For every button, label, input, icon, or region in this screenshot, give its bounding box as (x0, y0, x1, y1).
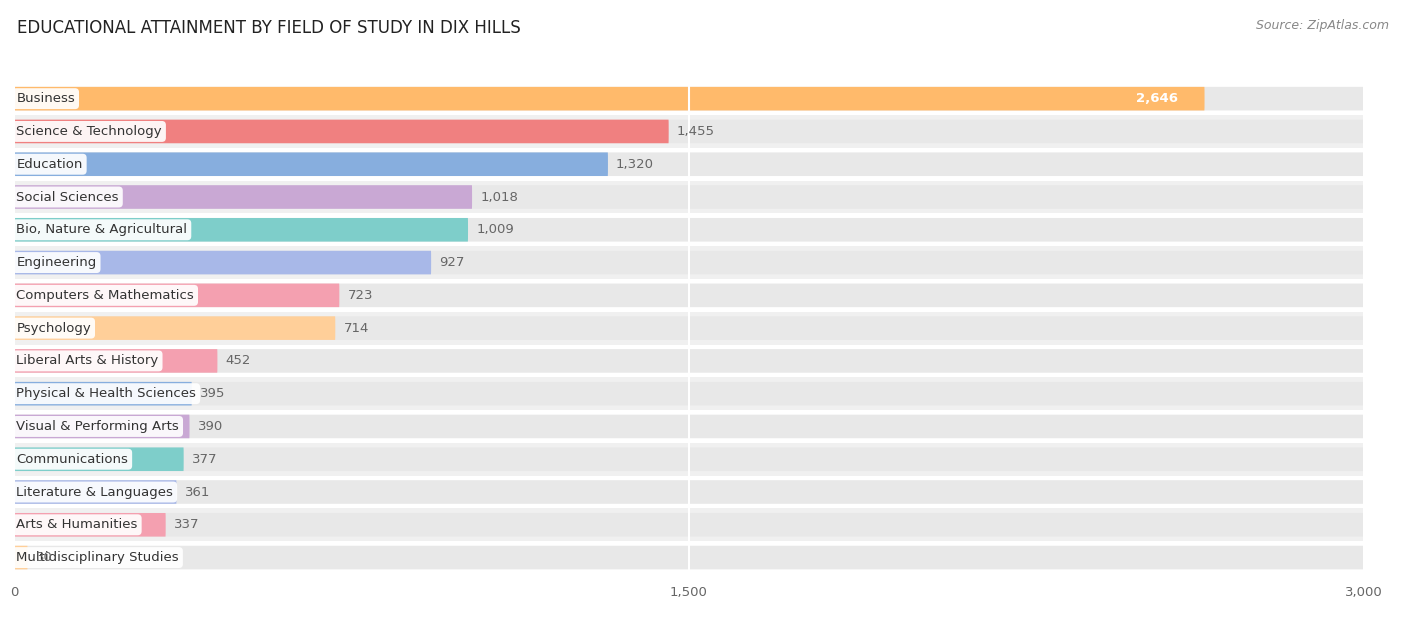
Text: 2,646: 2,646 (1136, 92, 1178, 105)
FancyBboxPatch shape (14, 377, 1364, 410)
Text: 452: 452 (225, 355, 250, 367)
Text: Literature & Languages: Literature & Languages (17, 485, 173, 498)
Text: 30: 30 (35, 551, 52, 564)
Text: 1,455: 1,455 (676, 125, 714, 138)
FancyBboxPatch shape (14, 180, 1364, 213)
FancyBboxPatch shape (14, 382, 1364, 406)
Text: 377: 377 (191, 452, 218, 466)
FancyBboxPatch shape (14, 415, 190, 439)
Text: Science & Technology: Science & Technology (17, 125, 162, 138)
FancyBboxPatch shape (14, 349, 218, 373)
Text: Bio, Nature & Agricultural: Bio, Nature & Agricultural (17, 223, 187, 236)
Text: 1,320: 1,320 (616, 158, 654, 171)
FancyBboxPatch shape (14, 349, 1364, 373)
Text: 390: 390 (198, 420, 224, 433)
Text: Engineering: Engineering (17, 256, 97, 269)
Text: Communications: Communications (17, 452, 128, 466)
Text: 361: 361 (184, 485, 209, 498)
Text: Physical & Health Sciences: Physical & Health Sciences (17, 387, 197, 400)
FancyBboxPatch shape (14, 186, 472, 209)
Text: Multidisciplinary Studies: Multidisciplinary Studies (17, 551, 179, 564)
FancyBboxPatch shape (14, 316, 1364, 340)
FancyBboxPatch shape (14, 447, 1364, 471)
Text: EDUCATIONAL ATTAINMENT BY FIELD OF STUDY IN DIX HILLS: EDUCATIONAL ATTAINMENT BY FIELD OF STUDY… (17, 19, 520, 37)
Text: Source: ZipAtlas.com: Source: ZipAtlas.com (1256, 19, 1389, 32)
FancyBboxPatch shape (14, 382, 191, 406)
FancyBboxPatch shape (14, 246, 1364, 279)
FancyBboxPatch shape (14, 345, 1364, 377)
Text: 714: 714 (343, 322, 368, 334)
FancyBboxPatch shape (14, 115, 1364, 148)
Text: Arts & Humanities: Arts & Humanities (17, 518, 138, 531)
Text: 1,009: 1,009 (477, 223, 513, 236)
FancyBboxPatch shape (14, 541, 1364, 574)
FancyBboxPatch shape (14, 251, 432, 274)
FancyBboxPatch shape (14, 546, 28, 569)
FancyBboxPatch shape (14, 213, 1364, 246)
FancyBboxPatch shape (14, 316, 335, 340)
Text: Psychology: Psychology (17, 322, 91, 334)
FancyBboxPatch shape (14, 283, 1364, 307)
FancyBboxPatch shape (14, 410, 1364, 443)
Text: Business: Business (17, 92, 75, 105)
FancyBboxPatch shape (14, 509, 1364, 541)
Text: Visual & Performing Arts: Visual & Performing Arts (17, 420, 179, 433)
Text: 1,018: 1,018 (481, 191, 517, 204)
FancyBboxPatch shape (14, 148, 1364, 180)
Text: Computers & Mathematics: Computers & Mathematics (17, 289, 194, 302)
FancyBboxPatch shape (14, 513, 1364, 536)
Text: 395: 395 (200, 387, 225, 400)
Text: Education: Education (17, 158, 83, 171)
FancyBboxPatch shape (14, 120, 669, 143)
FancyBboxPatch shape (14, 251, 1364, 274)
FancyBboxPatch shape (14, 218, 1364, 242)
Text: 337: 337 (174, 518, 200, 531)
FancyBboxPatch shape (14, 186, 1364, 209)
FancyBboxPatch shape (14, 87, 1205, 110)
FancyBboxPatch shape (14, 153, 1364, 176)
Text: Social Sciences: Social Sciences (17, 191, 120, 204)
FancyBboxPatch shape (14, 279, 1364, 312)
Text: 927: 927 (439, 256, 464, 269)
FancyBboxPatch shape (14, 283, 339, 307)
FancyBboxPatch shape (14, 447, 184, 471)
FancyBboxPatch shape (14, 476, 1364, 509)
FancyBboxPatch shape (14, 513, 166, 536)
FancyBboxPatch shape (14, 87, 1364, 110)
FancyBboxPatch shape (14, 82, 1364, 115)
FancyBboxPatch shape (14, 312, 1364, 345)
FancyBboxPatch shape (14, 546, 1364, 569)
Text: Liberal Arts & History: Liberal Arts & History (17, 355, 159, 367)
FancyBboxPatch shape (14, 443, 1364, 476)
FancyBboxPatch shape (14, 415, 1364, 439)
FancyBboxPatch shape (14, 480, 1364, 504)
FancyBboxPatch shape (14, 120, 1364, 143)
FancyBboxPatch shape (14, 153, 607, 176)
FancyBboxPatch shape (14, 480, 177, 504)
Text: 723: 723 (347, 289, 373, 302)
FancyBboxPatch shape (14, 218, 468, 242)
